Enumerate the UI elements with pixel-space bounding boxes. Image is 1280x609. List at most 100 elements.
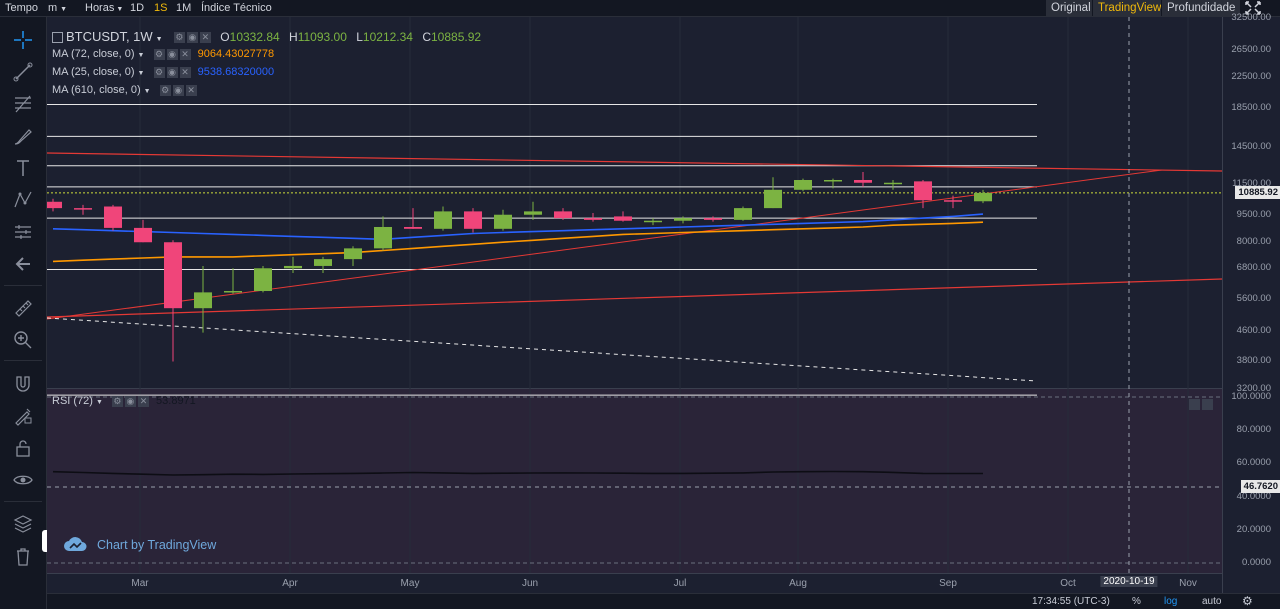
restore-pane-icon[interactable]	[1202, 398, 1213, 410]
fullscreen-icon[interactable]	[1243, 0, 1263, 16]
eye-icon[interactable]	[12, 469, 34, 491]
measure-icon[interactable]	[12, 221, 34, 243]
time-axis[interactable]: Mar Apr May Jun Jul Aug Sep Oct Nov 2020-10-19	[47, 573, 1222, 594]
brush-icon[interactable]	[12, 125, 34, 147]
indicator-rsi-name[interactable]: RSI (72)	[52, 395, 93, 407]
candle	[134, 219, 152, 243]
chevron-down-icon[interactable]: ▼	[137, 52, 145, 59]
candle-body	[854, 180, 872, 183]
fib-icon[interactable]	[12, 93, 34, 115]
candle	[344, 246, 362, 266]
rsi-line	[52, 470, 983, 476]
interval-1d[interactable]: 1D	[130, 2, 145, 14]
interval-tempo[interactable]: Tempo	[5, 2, 39, 14]
unlock-icon[interactable]	[12, 437, 34, 459]
view-tradingview[interactable]: TradingView	[1092, 0, 1167, 16]
crosshair-icon[interactable]	[12, 29, 34, 51]
candle	[644, 218, 662, 226]
settings-icon[interactable]: ⚙	[173, 32, 185, 44]
chevron-down-icon[interactable]: ▼	[155, 36, 163, 43]
chevron-down-icon[interactable]: ▼	[143, 88, 151, 95]
interval-hours-dropdown[interactable]: Horas ▼	[85, 1, 123, 15]
indicator-ma25-name[interactable]: MA (25, close, 0)	[52, 66, 135, 78]
time-tick-label: Jul	[673, 578, 687, 589]
high-value: 11093.00	[297, 30, 347, 44]
back-arrow-icon[interactable]	[12, 253, 34, 275]
rsi-indicator	[47, 396, 1222, 564]
watermark-text: Chart by TradingView	[97, 538, 217, 552]
close-icon[interactable]: ✕	[179, 66, 191, 78]
indicator-ma72-name[interactable]: MA (72, close, 0)	[52, 48, 135, 60]
ruler-icon[interactable]	[12, 297, 34, 319]
panel-toggle-handle[interactable]	[42, 530, 50, 552]
candle-body	[524, 211, 542, 215]
trash-icon[interactable]	[12, 545, 34, 567]
candle-body	[494, 214, 512, 229]
magnet-icon[interactable]	[12, 373, 34, 395]
interval-1m[interactable]: 1M	[176, 2, 192, 14]
time-tick-label: Nov	[1179, 578, 1197, 589]
candle-body	[374, 226, 392, 249]
rsi-tick-label: 20.0000	[1236, 523, 1271, 535]
time-tick-label: May	[400, 578, 420, 589]
candle	[47, 198, 62, 212]
price-pane-background	[47, 17, 1222, 388]
price-chart[interactable]	[47, 17, 1222, 593]
layers-icon[interactable]	[12, 513, 34, 535]
candle-body	[974, 192, 992, 202]
rsi-current-label: 46.7620	[1240, 480, 1280, 493]
candle	[734, 206, 752, 221]
close-icon[interactable]: ✕	[185, 84, 197, 96]
settings-icon[interactable]: ⚙	[153, 48, 165, 60]
lock-drawings-icon[interactable]	[12, 405, 34, 427]
settings-icon[interactable]: ⚙	[1242, 594, 1253, 608]
close-icon[interactable]: ✕	[199, 32, 211, 44]
close-icon[interactable]: ✕	[137, 395, 149, 407]
time-tick-label: Mar	[131, 578, 149, 589]
candle	[884, 180, 902, 190]
zoom-in-icon[interactable]	[12, 329, 34, 351]
status-bar: 17:34:55 (UTC-3) % log auto ⚙	[47, 593, 1280, 609]
resistance-trendline	[47, 152, 1222, 172]
settings-icon[interactable]: ⚙	[111, 395, 123, 407]
price-tick-label: 5600.00	[1236, 293, 1271, 305]
collapse-icon[interactable]	[52, 32, 63, 44]
time-tick-label: Oct	[1060, 578, 1076, 589]
view-original[interactable]: Original	[1045, 0, 1096, 16]
settings-icon[interactable]: ⚙	[153, 66, 165, 78]
percent-toggle[interactable]: %	[1132, 596, 1141, 607]
indicator-ma610-name[interactable]: MA (610, close, 0)	[52, 84, 141, 96]
symbol-label[interactable]: BTCUSDT, 1W	[66, 29, 153, 44]
auto-toggle[interactable]: auto	[1202, 596, 1222, 607]
chevron-down-icon[interactable]: ▼	[137, 70, 145, 77]
trend-line-icon[interactable]	[12, 61, 34, 83]
candle	[434, 206, 452, 231]
eye-icon[interactable]: ◉	[166, 48, 178, 60]
candle-body	[47, 201, 62, 209]
interval-minutes-dropdown[interactable]: m ▼	[48, 1, 67, 15]
price-axis[interactable]: 32500.00 26500.00 22500.00 18500.00 14500.00…	[1222, 12, 1280, 593]
eye-icon[interactable]: ◉	[186, 32, 198, 44]
price-tick-label: 32500.00	[1231, 11, 1271, 23]
close-value: 10885.92	[431, 30, 482, 44]
chart-area[interactable]: BTCUSDT, 1W ▼ ⚙ ◉ ✕ O10332.84 H11093.00 L10…	[47, 17, 1222, 593]
candle-body	[884, 182, 902, 185]
view-depth[interactable]: Profundidade	[1161, 0, 1241, 16]
technical-index-button[interactable]: Índice Técnico	[201, 2, 272, 14]
eye-icon[interactable]: ◉	[124, 395, 136, 407]
candle-body	[104, 206, 122, 228]
maximize-pane-icon[interactable]	[1189, 398, 1200, 410]
interval-hours-label: Horas	[85, 2, 115, 14]
price-tick-label: 14500.00	[1231, 141, 1271, 152]
chevron-down-icon[interactable]: ▼	[95, 399, 103, 406]
close-icon[interactable]: ✕	[179, 48, 191, 60]
eye-icon[interactable]: ◉	[166, 66, 178, 78]
pattern-icon[interactable]	[12, 189, 34, 211]
eye-icon[interactable]: ◉	[172, 84, 184, 96]
settings-icon[interactable]: ⚙	[159, 84, 171, 96]
price-tick-label: 22500.00	[1231, 70, 1271, 82]
text-icon[interactable]	[12, 157, 34, 179]
log-toggle[interactable]: log	[1164, 596, 1178, 607]
price-tick-label: 4600.00	[1236, 324, 1271, 336]
interval-1s[interactable]: 1S	[154, 2, 168, 14]
